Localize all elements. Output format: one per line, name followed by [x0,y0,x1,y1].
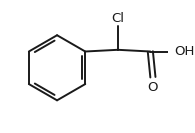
Text: Cl: Cl [111,12,124,25]
Text: OH: OH [174,45,195,58]
Text: O: O [148,81,158,94]
